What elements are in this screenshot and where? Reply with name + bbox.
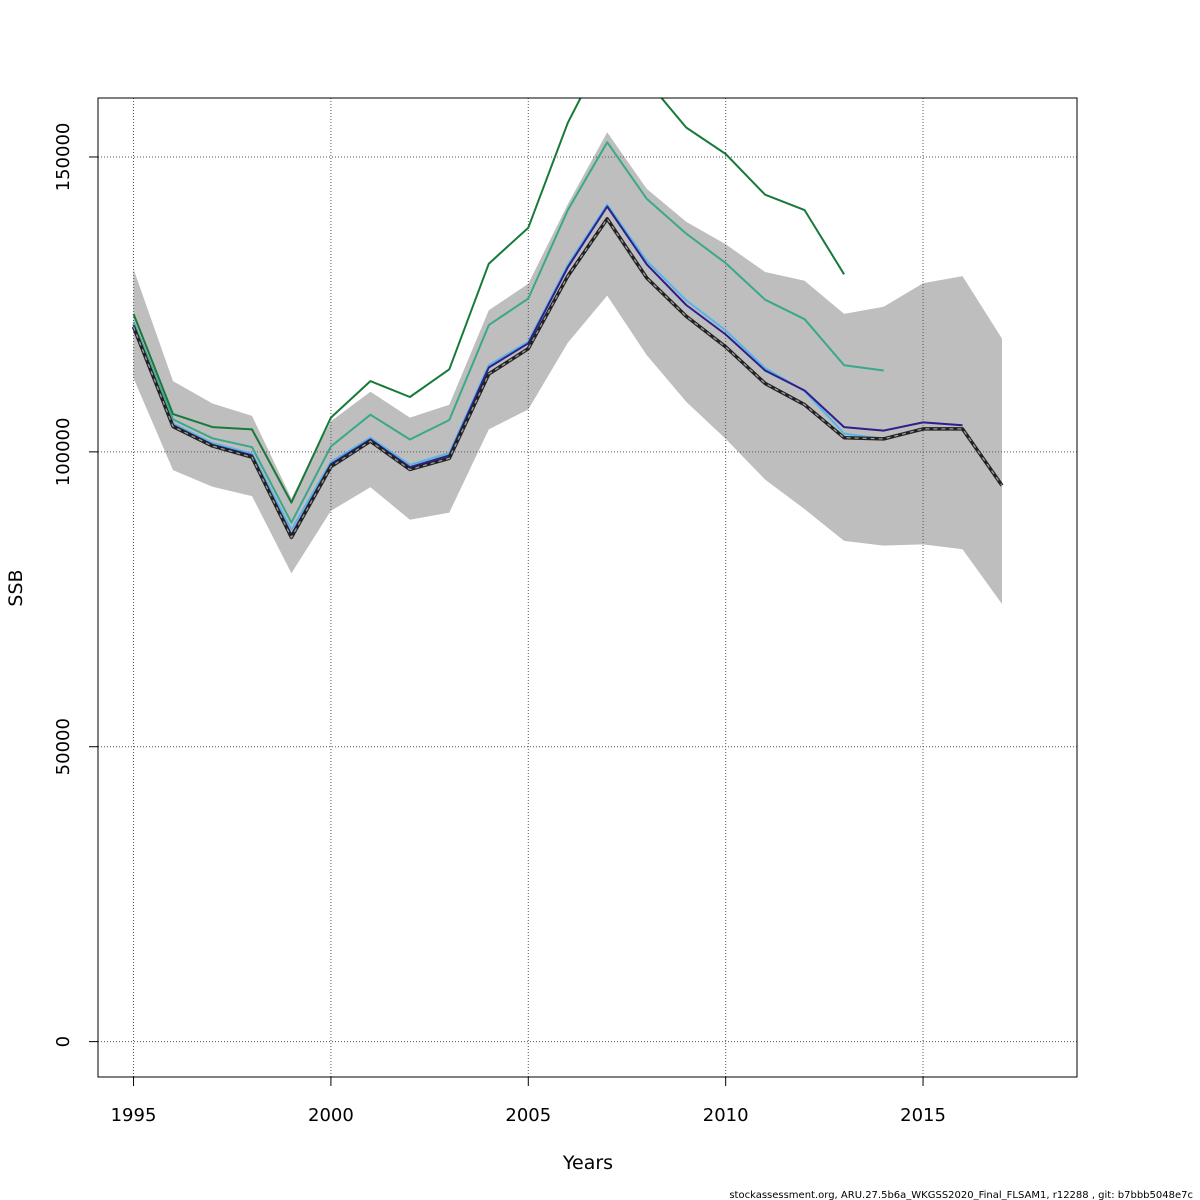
x-tick-label: 2005 (505, 1105, 551, 1126)
confidence-band-layer (133, 132, 1002, 604)
x-axis-title: Years (562, 1152, 613, 1174)
y-axis-title: SSB (5, 569, 27, 606)
footer-credit: stockassessment.org, ARU.27.5b6a_WKGSS20… (729, 1190, 1193, 1200)
plot-frame (97, 97, 1078, 1078)
axis-layer: 1995 2000 2005 2010 2015 0 50000 100000 150000 (53, 123, 946, 1126)
y-tick-label: 150000 (53, 123, 74, 192)
y-tick-label: 50000 (53, 718, 74, 775)
x-tick-label: 2000 (308, 1105, 354, 1126)
x-tick-label: 2015 (900, 1105, 946, 1126)
series-line-final-dash (132, 217, 1003, 539)
series-line-1 (132, 141, 884, 524)
y-tick-label: 100000 (53, 418, 74, 487)
x-tick-label: 2010 (703, 1105, 749, 1126)
confidence-band (133, 132, 1002, 604)
x-tick-label: 1995 (111, 1105, 157, 1126)
y-tick-label: 0 (53, 1036, 74, 1047)
series-layer (131, 98, 1004, 540)
grid-layer (98, 98, 1077, 1077)
series-line-0 (132, 98, 845, 504)
